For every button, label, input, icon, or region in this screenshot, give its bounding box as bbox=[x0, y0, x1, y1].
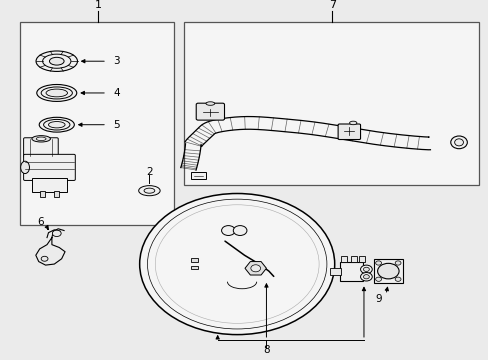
FancyBboxPatch shape bbox=[337, 124, 360, 140]
Ellipse shape bbox=[43, 120, 70, 130]
Bar bbox=[20, 22, 173, 225]
Bar bbox=[40, 191, 44, 197]
FancyBboxPatch shape bbox=[23, 154, 75, 180]
Ellipse shape bbox=[349, 121, 356, 125]
Circle shape bbox=[147, 199, 326, 329]
Ellipse shape bbox=[20, 161, 29, 174]
Ellipse shape bbox=[37, 85, 77, 102]
Text: 4: 4 bbox=[113, 88, 120, 98]
Bar bbox=[340, 256, 346, 262]
FancyBboxPatch shape bbox=[196, 103, 224, 120]
Circle shape bbox=[375, 261, 381, 265]
Circle shape bbox=[250, 265, 260, 272]
Text: 5: 5 bbox=[113, 120, 120, 130]
Ellipse shape bbox=[39, 117, 74, 132]
Circle shape bbox=[360, 265, 371, 274]
Circle shape bbox=[377, 264, 398, 279]
Bar bbox=[373, 259, 402, 283]
Text: 6: 6 bbox=[37, 217, 44, 227]
Text: 3: 3 bbox=[113, 56, 120, 66]
Text: 2: 2 bbox=[146, 167, 152, 177]
Ellipse shape bbox=[32, 136, 50, 142]
Ellipse shape bbox=[36, 137, 46, 141]
Bar bbox=[190, 258, 198, 262]
Bar bbox=[190, 172, 206, 179]
Text: 8: 8 bbox=[263, 346, 269, 355]
Ellipse shape bbox=[139, 186, 160, 196]
Ellipse shape bbox=[205, 102, 214, 105]
Ellipse shape bbox=[36, 51, 77, 71]
Circle shape bbox=[155, 205, 319, 323]
Ellipse shape bbox=[450, 136, 467, 149]
Circle shape bbox=[360, 273, 371, 281]
Circle shape bbox=[375, 277, 381, 282]
Ellipse shape bbox=[454, 139, 463, 146]
Ellipse shape bbox=[46, 89, 67, 97]
Bar bbox=[32, 178, 66, 192]
Text: 7: 7 bbox=[328, 0, 335, 10]
Bar bbox=[329, 267, 340, 275]
Bar bbox=[339, 262, 362, 281]
Ellipse shape bbox=[48, 122, 65, 128]
FancyBboxPatch shape bbox=[23, 138, 58, 158]
Bar bbox=[190, 266, 198, 269]
Text: 1: 1 bbox=[95, 0, 102, 10]
Circle shape bbox=[52, 230, 61, 237]
Circle shape bbox=[394, 277, 400, 282]
Ellipse shape bbox=[42, 54, 71, 68]
Circle shape bbox=[363, 267, 368, 271]
Text: 9: 9 bbox=[374, 294, 381, 304]
Ellipse shape bbox=[144, 188, 155, 193]
Ellipse shape bbox=[41, 87, 72, 99]
Circle shape bbox=[394, 261, 400, 265]
Circle shape bbox=[233, 226, 246, 235]
Ellipse shape bbox=[49, 57, 64, 65]
Bar bbox=[350, 256, 356, 262]
Circle shape bbox=[41, 256, 48, 261]
Bar bbox=[358, 256, 364, 262]
Bar bbox=[183, 22, 478, 185]
Circle shape bbox=[140, 193, 334, 334]
Bar bbox=[54, 191, 59, 197]
Circle shape bbox=[221, 226, 235, 235]
Circle shape bbox=[363, 275, 368, 279]
